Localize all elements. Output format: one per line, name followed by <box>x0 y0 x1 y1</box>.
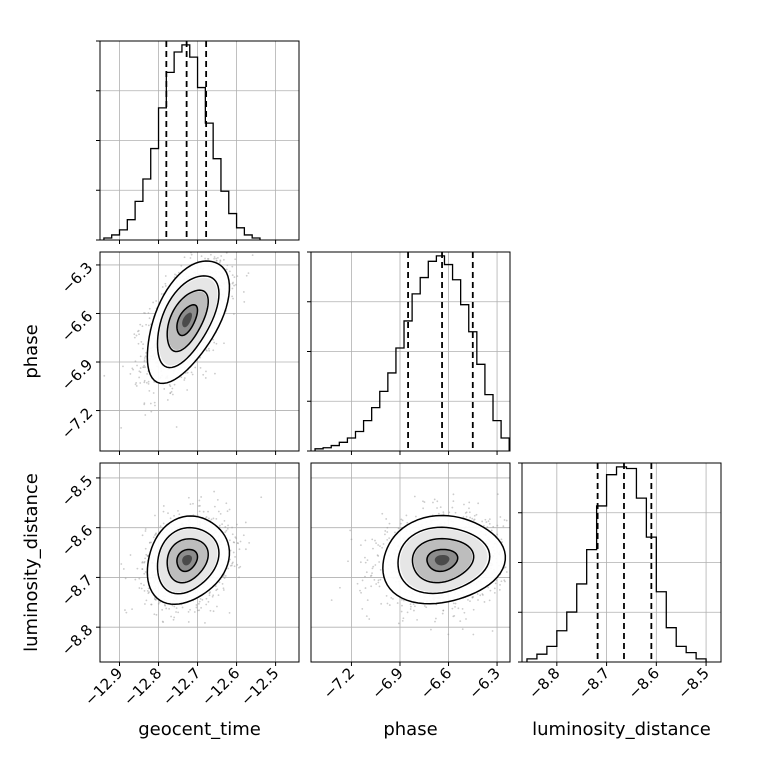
contour-line <box>382 514 507 605</box>
panel-frame <box>99 251 300 452</box>
x-tick-label: −7.2 <box>320 664 358 702</box>
density-level <box>434 554 450 566</box>
contour-line <box>166 538 209 584</box>
x-tick-label: −12.8 <box>120 664 165 709</box>
y-axis-label-luminosity_distance: luminosity_distance <box>21 473 42 652</box>
contour-line <box>397 526 491 595</box>
contour-line <box>146 515 231 606</box>
contour-line <box>411 537 475 584</box>
x-tick-label: −6.6 <box>417 664 455 702</box>
y-axis-label-phase: phase <box>21 324 42 378</box>
x-axis-label-luminosity_distance: luminosity_distance <box>532 719 711 740</box>
x-tick-label: −8.5 <box>674 664 712 702</box>
density-level <box>182 312 192 328</box>
x-axis-label-geocent_time: geocent_time <box>138 719 261 740</box>
density-panel-geocent_time-vs-luminosity_distance: −8.8 −8.7 −8.6 −8.5 −12.9−12.8−12.7−12.6−12.… <box>58 462 300 709</box>
x-tick-label: −8.8 <box>525 664 563 702</box>
y-tick-label: −8.7 <box>58 571 96 609</box>
histogram-panel-luminosity_distance: −8.8 −8.7 −8.6 −8.5 <box>518 462 722 703</box>
y-tick-label: −8.5 <box>58 472 96 510</box>
histogram-step <box>314 255 510 451</box>
y-tick-label: −8.8 <box>58 621 96 659</box>
panel-frame <box>310 251 511 452</box>
x-tick-label: −6.3 <box>465 664 503 702</box>
histogram-step <box>526 466 707 662</box>
panel-frame <box>310 462 511 663</box>
density-level <box>182 554 192 566</box>
x-tick-label: −12.7 <box>159 664 204 709</box>
y-tick-label: −6.3 <box>58 259 96 297</box>
y-tick-label: −6.6 <box>58 307 96 345</box>
contour-line <box>176 548 199 573</box>
density-panel-geocent_time-vs-phase: −7.2 −6.9 −6.6 −6.3 <box>58 251 300 455</box>
contour-line <box>156 526 220 595</box>
panel-frame <box>99 462 300 663</box>
contour-line <box>146 260 231 385</box>
density-panel-phase-vs-luminosity_distance: −7.2 −6.9 −6.6 −6.3 <box>310 462 511 703</box>
x-tick-label: −12.5 <box>237 664 282 709</box>
contour-line <box>156 275 220 369</box>
panel-frame <box>99 40 300 241</box>
y-tick-label: −6.9 <box>58 356 96 394</box>
histogram-step <box>103 44 261 240</box>
contour-line <box>166 289 209 353</box>
x-tick-label: −8.7 <box>575 664 613 702</box>
contour-line <box>176 304 199 337</box>
x-tick-label: −12.9 <box>81 664 126 709</box>
x-tick-label: −6.9 <box>368 664 406 702</box>
histogram-panel-geocent_time <box>96 40 300 244</box>
x-tick-label: −12.6 <box>198 664 243 709</box>
y-tick-label: −8.6 <box>58 521 96 559</box>
x-axis-label-phase: phase <box>383 719 437 740</box>
y-tick-label: −7.2 <box>58 404 96 442</box>
contour-line <box>426 548 459 573</box>
panel-frame <box>521 462 722 663</box>
x-tick-label: −8.6 <box>625 664 663 702</box>
histogram-panel-phase <box>307 251 511 455</box>
